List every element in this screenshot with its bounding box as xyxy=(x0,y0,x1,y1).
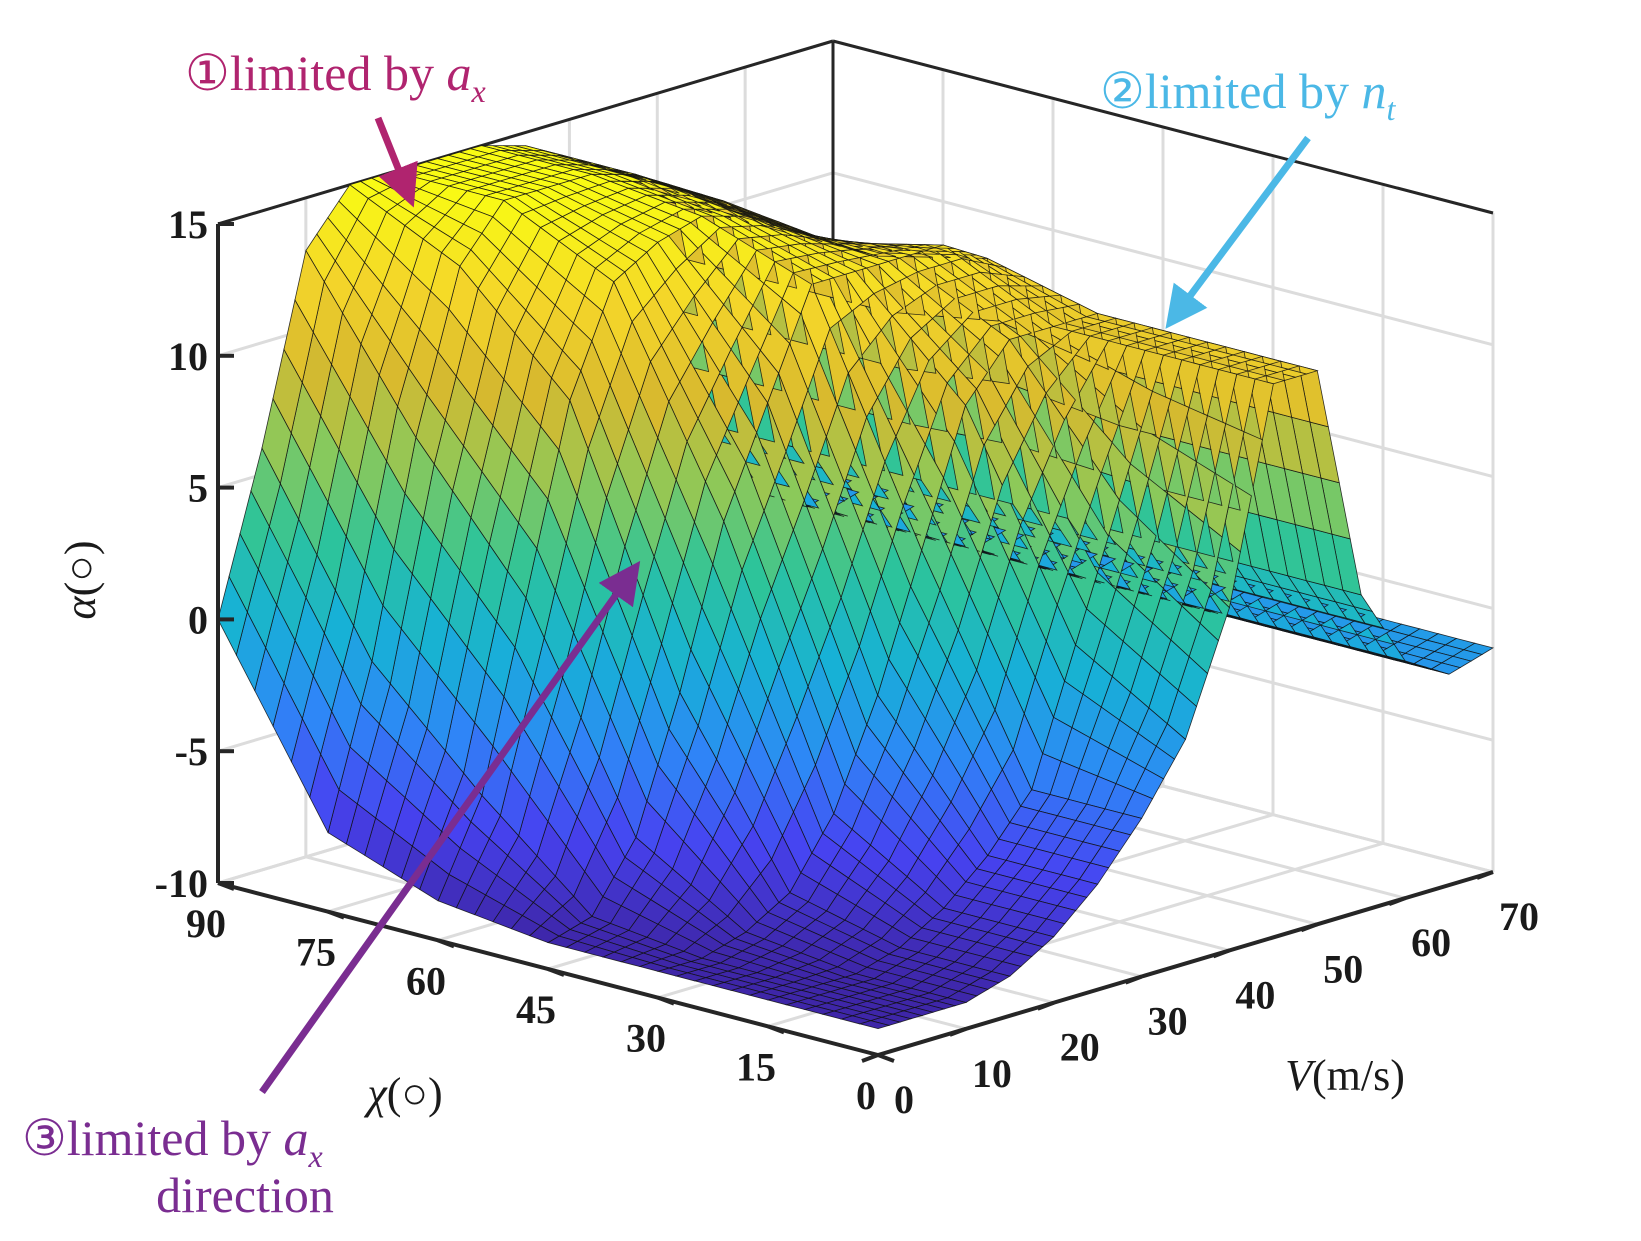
chi-tick-mark xyxy=(437,938,455,949)
box-edge xyxy=(217,39,834,226)
v-tick-label: 30 xyxy=(1148,999,1188,1044)
annotation-1: ①limited by ax xyxy=(185,45,486,109)
chi-tick-label: 15 xyxy=(736,1044,776,1089)
v-tick-label: 40 xyxy=(1235,972,1275,1017)
x-axis-label: V(m/s) xyxy=(1285,1051,1405,1100)
v-tick-mark xyxy=(1037,1000,1055,1011)
z-tick-label: -5 xyxy=(175,729,208,774)
chi-tick-mark xyxy=(767,1024,785,1035)
v-tick-label: 0 xyxy=(894,1077,914,1122)
box-edge xyxy=(832,39,1494,215)
v-tick-mark xyxy=(861,1053,879,1063)
chi-tick-label: 60 xyxy=(406,958,446,1003)
chi-tick-label: 0 xyxy=(856,1073,876,1118)
chi-tick-label: 45 xyxy=(516,987,556,1032)
chi-tick-mark xyxy=(877,1053,895,1063)
v-tick-label: 60 xyxy=(1411,920,1451,965)
annotation-3: ③limited by ax xyxy=(22,1110,323,1174)
side-wall-grid-line xyxy=(832,171,1494,347)
y-axis-label: χ(○) xyxy=(363,1069,442,1118)
chi-tick-label: 30 xyxy=(626,1016,666,1061)
z-tick-label: 0 xyxy=(188,597,208,642)
v-tick-mark xyxy=(1300,922,1318,933)
v-tick-mark xyxy=(1212,948,1231,959)
z-axis-label: α(○) xyxy=(56,541,105,620)
annotation-3-line2: direction xyxy=(156,1167,334,1223)
surface-patch xyxy=(217,575,248,657)
v-tick-mark xyxy=(1124,974,1143,985)
annotation-1-arrow xyxy=(374,116,418,208)
z-tick-label: -10 xyxy=(155,861,208,906)
annotation-2-arrow xyxy=(1165,135,1311,329)
v-tick-mark xyxy=(949,1026,967,1037)
surface-layer xyxy=(217,145,1495,1030)
chi-tick-mark xyxy=(547,967,565,977)
z-tick-label: 5 xyxy=(188,466,208,511)
chi-tick-label: 90 xyxy=(186,901,226,946)
chi-tick-mark xyxy=(327,909,345,920)
v-tick-label: 20 xyxy=(1060,1025,1100,1070)
annotation-3-arrow xyxy=(259,560,641,1095)
chi-tick-label: 75 xyxy=(296,930,336,975)
chi-tick-mark xyxy=(657,995,675,1006)
v-tick-mark xyxy=(1476,870,1494,880)
z-tick-label: 10 xyxy=(168,334,208,379)
z-tick-label: 15 xyxy=(168,202,208,247)
v-tick-label: 70 xyxy=(1499,894,1539,939)
annotation-2: ②limited by nt xyxy=(1100,63,1396,127)
v-tick-mark xyxy=(1388,896,1406,907)
v-tick-label: 10 xyxy=(972,1051,1012,1096)
v-tick-label: 50 xyxy=(1323,946,1363,991)
chi-tick-mark xyxy=(217,881,235,891)
ticks-layer: -10 -5 0 5 10 15 0 15 30 45 60 75 90 0 10 20 30 40 50 60 70 xyxy=(155,202,1539,1122)
